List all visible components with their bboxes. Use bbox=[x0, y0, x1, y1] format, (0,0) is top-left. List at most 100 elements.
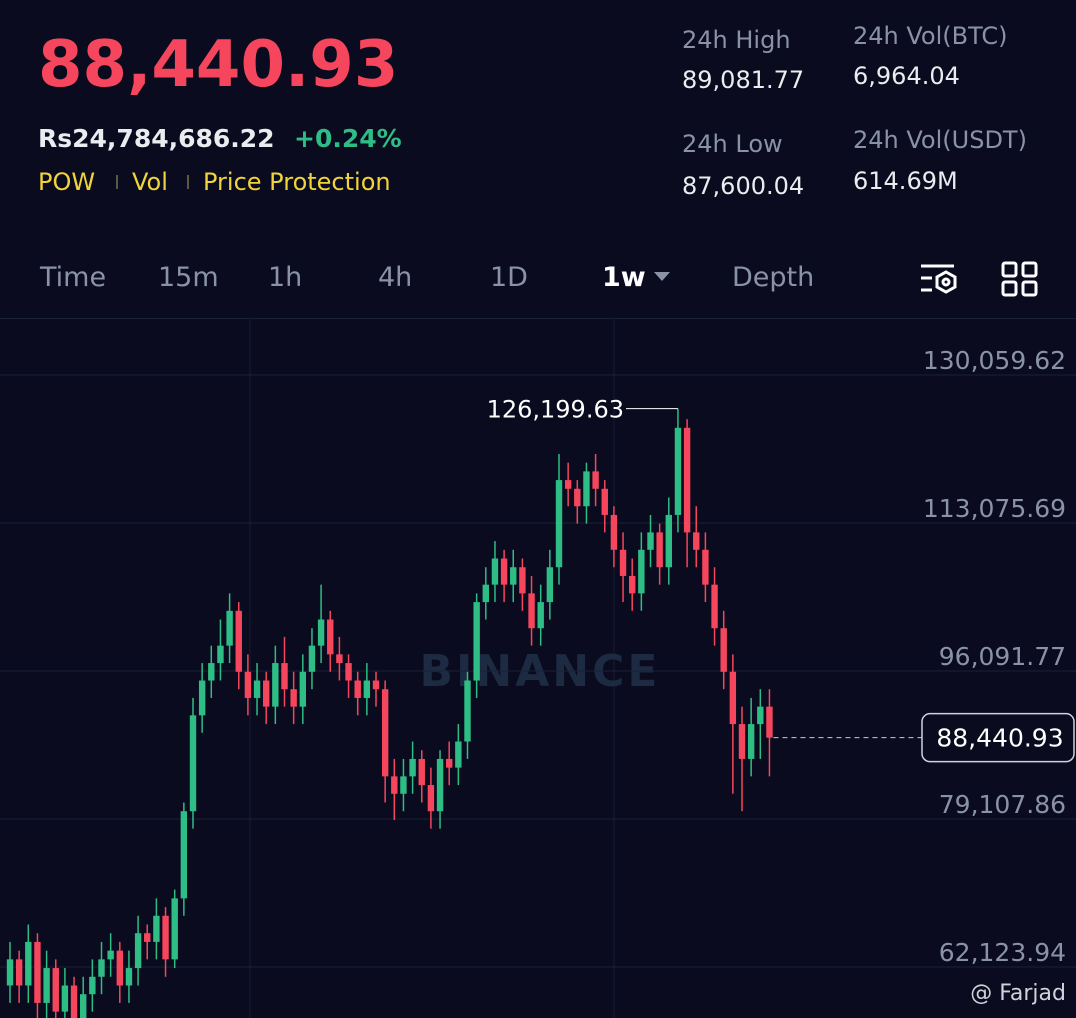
candle-body bbox=[455, 741, 462, 768]
tag[interactable]: POW bbox=[38, 168, 96, 196]
candle-body bbox=[327, 619, 334, 655]
candle-body bbox=[674, 427, 682, 515]
tab[interactable]: 1D bbox=[490, 262, 528, 293]
candle-body bbox=[711, 584, 718, 629]
candle-body bbox=[15, 959, 23, 986]
settings-icon[interactable] bbox=[918, 260, 960, 298]
y-tick-label: 96,091.77 bbox=[939, 642, 1066, 671]
candle-body bbox=[125, 968, 133, 986]
candle-body bbox=[299, 671, 306, 707]
candle-body bbox=[574, 488, 581, 507]
local-price: Rs24,784,686.22 bbox=[38, 124, 275, 153]
candle-body bbox=[281, 663, 288, 690]
divider bbox=[0, 318, 1076, 319]
y-tick-label: 79,107.86 bbox=[939, 790, 1066, 819]
candle-body bbox=[272, 663, 279, 707]
tab[interactable]: Time bbox=[40, 262, 107, 293]
candle-body bbox=[253, 680, 261, 698]
candle-body bbox=[702, 549, 709, 585]
candle-body bbox=[354, 680, 361, 698]
stat-label: 24h Vol(BTC) bbox=[853, 22, 1008, 50]
candle-body bbox=[409, 758, 416, 777]
tab[interactable]: Depth bbox=[732, 262, 815, 293]
stat-label: 24h Vol(USDT) bbox=[853, 126, 1027, 154]
candle-body bbox=[683, 427, 691, 533]
candle-body bbox=[555, 480, 563, 568]
last-price: 88,440.93 bbox=[38, 28, 399, 102]
tab-active[interactable]: 1w bbox=[602, 262, 646, 293]
stat-value: 87,600.04 bbox=[682, 172, 805, 200]
candle-body bbox=[134, 933, 142, 969]
candle-body bbox=[372, 680, 380, 690]
tab[interactable]: 4h bbox=[378, 262, 413, 293]
candle-body bbox=[308, 645, 316, 672]
candle-body bbox=[381, 689, 389, 777]
layout-icon[interactable] bbox=[1000, 260, 1040, 298]
candle-body bbox=[162, 915, 169, 960]
candle-body bbox=[619, 549, 627, 576]
candle-body bbox=[510, 567, 517, 585]
candle-body bbox=[656, 532, 663, 568]
separator bbox=[187, 175, 189, 189]
candle-body bbox=[629, 575, 636, 594]
candle-body bbox=[43, 968, 50, 1003]
candle-body bbox=[436, 758, 444, 812]
stat-label: 24h Low bbox=[682, 130, 783, 158]
tag[interactable]: Vol bbox=[132, 168, 168, 196]
candle-body bbox=[189, 715, 197, 812]
candle-body bbox=[610, 514, 618, 550]
y-tick-label: 130,059.62 bbox=[923, 346, 1066, 375]
candle-body bbox=[583, 471, 590, 507]
candle-body bbox=[61, 985, 69, 1012]
stat-value: 6,964.04 bbox=[853, 62, 960, 90]
credit: @ Farjad bbox=[970, 981, 1066, 1006]
candle-body bbox=[34, 941, 41, 1003]
candle-body bbox=[263, 680, 270, 707]
high-label: 126,199.63 bbox=[487, 396, 624, 424]
candle-body bbox=[693, 532, 700, 550]
candle-body bbox=[638, 549, 645, 594]
candle-body bbox=[400, 776, 407, 794]
candle-body bbox=[592, 471, 599, 489]
candle-body bbox=[345, 663, 352, 681]
candle-body bbox=[290, 689, 297, 707]
candle-body bbox=[464, 680, 471, 742]
stat-label: 24h High bbox=[682, 26, 791, 54]
candle-body bbox=[52, 968, 59, 1012]
watermark: BINANCE bbox=[420, 646, 661, 697]
candle-body bbox=[208, 663, 215, 681]
candle-body bbox=[89, 976, 96, 995]
candle-body bbox=[564, 480, 572, 489]
candle-body bbox=[217, 645, 224, 664]
last-price-label: 88,440.93 bbox=[936, 724, 1063, 753]
candle-body bbox=[418, 758, 425, 786]
price-change: +0.24% bbox=[294, 124, 402, 153]
candle-body bbox=[171, 898, 178, 960]
candle-body bbox=[482, 584, 489, 603]
tab[interactable]: 15m bbox=[158, 262, 219, 293]
candle-body bbox=[363, 680, 371, 698]
candle-body bbox=[317, 619, 325, 646]
candle-body bbox=[235, 610, 242, 672]
candle-body bbox=[116, 950, 123, 986]
candle-body bbox=[647, 532, 654, 550]
candle-body bbox=[500, 558, 508, 585]
dropdown-icon[interactable] bbox=[652, 270, 672, 282]
candle-body bbox=[70, 985, 78, 1018]
tag[interactable]: Price Protection bbox=[203, 168, 391, 196]
candle-body bbox=[601, 488, 608, 515]
candle-body bbox=[665, 514, 672, 568]
tab[interactable]: 1h bbox=[268, 262, 303, 293]
candle-body bbox=[244, 671, 252, 698]
candle-body bbox=[144, 933, 151, 942]
candle-body bbox=[98, 959, 105, 977]
candle-body bbox=[107, 950, 114, 960]
chart: BINANCE @ Farjad 130,059.62 113,075.69 96,… bbox=[0, 318, 1076, 1018]
candle-body bbox=[198, 680, 206, 716]
stat-value: 89,081.77 bbox=[682, 66, 805, 94]
candle-body bbox=[6, 959, 14, 986]
candle-body bbox=[766, 706, 773, 738]
candle-body bbox=[519, 567, 526, 594]
candle-body bbox=[757, 706, 764, 725]
